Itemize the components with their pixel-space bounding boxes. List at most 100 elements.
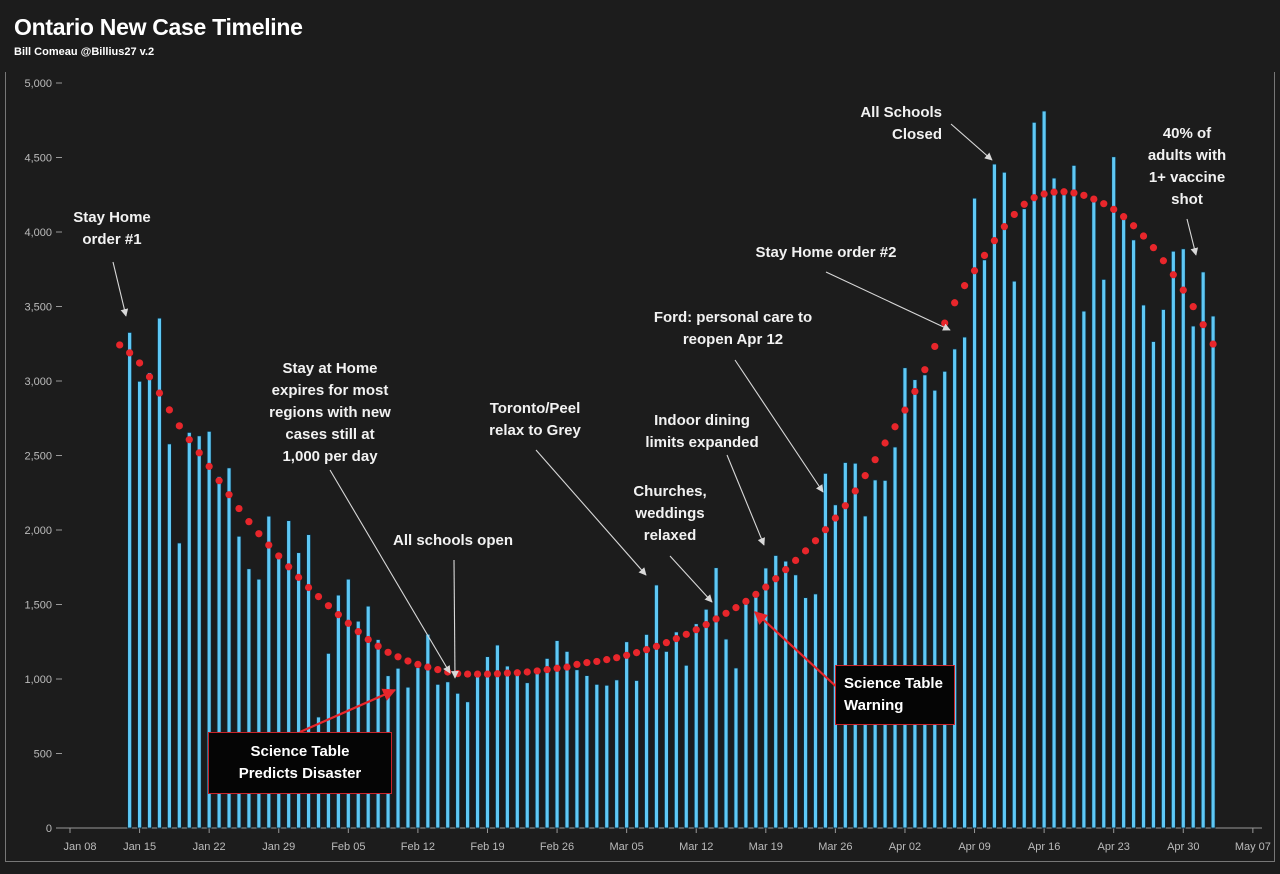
bar-daily-cases: [793, 574, 799, 829]
bar-daily-cases: [1190, 325, 1196, 829]
dot-7day-average: [1159, 257, 1167, 265]
annotation-toronto-peel: Toronto/Peel relax to Grey: [489, 398, 581, 442]
bar-daily-cases: [534, 670, 540, 829]
bar-daily-cases: [206, 430, 212, 829]
bar-daily-cases: [1061, 194, 1067, 829]
dot-7day-average: [384, 648, 392, 656]
bar-daily-cases: [1101, 278, 1107, 829]
dot-7day-average: [533, 667, 541, 675]
annotation-line: Stay Home order #2: [755, 244, 897, 261]
dot-7day-average: [841, 502, 849, 510]
annotation-line: All schools open: [392, 532, 514, 549]
bar-daily-cases: [614, 679, 620, 829]
dot-7day-average: [573, 660, 581, 668]
annotation-line: Stay at Home: [282, 360, 378, 377]
dot-7day-average: [314, 593, 323, 601]
x-tick-label: Apr 23: [1097, 841, 1129, 853]
dot-7day-average: [1120, 213, 1128, 221]
bar-daily-cases: [723, 638, 729, 829]
annotation-churches: Churches, weddings relaxed: [633, 481, 706, 547]
bar-daily-cases: [574, 669, 580, 829]
bar-daily-cases: [445, 681, 451, 829]
dot-7day-average: [1110, 205, 1118, 213]
annotation-arrow: [112, 261, 129, 317]
dot-7day-average: [762, 583, 770, 591]
dot-7day-average: [493, 670, 502, 678]
annotation-line: reopen Apr 12: [682, 331, 784, 348]
x-tick-label: Mar 26: [818, 841, 852, 853]
x-tick-label: Feb 19: [470, 841, 504, 853]
annotation-arrow: [950, 123, 993, 161]
annotation-arrow: [535, 449, 647, 576]
bar-daily-cases: [216, 476, 222, 829]
bar-daily-cases: [425, 633, 431, 829]
x-tick-label: May 07: [1235, 841, 1271, 853]
dot-7day-average: [116, 341, 124, 349]
annotation-line: shot: [1171, 191, 1203, 208]
y-tick-label: 500: [34, 749, 52, 761]
dot-7day-average: [364, 635, 372, 644]
dot-7day-average: [404, 657, 412, 665]
bar-daily-cases: [992, 163, 997, 829]
bar-daily-cases: [733, 667, 739, 829]
dot-7day-average: [394, 653, 402, 661]
dot-7day-average: [185, 436, 193, 444]
x-tick-label: Apr 16: [1028, 841, 1060, 853]
dot-7day-average: [702, 621, 710, 629]
bar-daily-cases: [673, 631, 679, 829]
dot-7day-average: [652, 642, 661, 650]
dot-7day-average: [921, 366, 929, 374]
dot-7day-average: [1209, 340, 1217, 348]
bar-daily-cases: [912, 379, 918, 829]
bar-daily-cases: [604, 684, 610, 829]
annotation-line: order #1: [82, 231, 142, 248]
bar-daily-cases: [1021, 208, 1027, 829]
dot-7day-average: [165, 406, 173, 414]
dot-7day-average: [742, 597, 750, 605]
x-tick-label: Apr 02: [889, 841, 921, 853]
bar-daily-cases: [196, 435, 202, 829]
bar-daily-cases: [147, 372, 152, 829]
annotation-line: relax to Grey: [489, 422, 581, 439]
bar-daily-cases: [1121, 217, 1127, 829]
bar-daily-cases: [902, 367, 908, 829]
dot-7day-average: [712, 615, 720, 623]
annotation-schools-closed: All Schools Closed: [860, 102, 942, 146]
bar-daily-cases: [693, 623, 699, 829]
chart-subtitle: Bill Comeau @Billius27 v.2: [14, 46, 155, 58]
dot-7day-average: [831, 514, 839, 522]
dot-7day-average: [1179, 286, 1187, 294]
bar-daily-cases: [882, 479, 888, 829]
dot-7day-average: [255, 530, 263, 538]
dot-7day-average: [543, 666, 551, 674]
bar-daily-cases: [624, 641, 630, 829]
annotation-box-science-table-disaster: Science Table Predicts Disaster: [208, 732, 392, 794]
bar-daily-cases: [1161, 309, 1166, 829]
bar-daily-cases: [335, 594, 341, 829]
annotation-arrow: [329, 469, 451, 674]
dot-7day-average: [513, 669, 521, 677]
x-tick-label: Apr 30: [1167, 841, 1199, 853]
dot-7day-average: [1000, 223, 1008, 231]
dot-7day-average: [434, 666, 442, 674]
bar-daily-cases: [1151, 341, 1156, 829]
annotation-line: cases still at: [285, 426, 375, 443]
bar-daily-cases: [644, 634, 649, 829]
bar-daily-cases: [713, 567, 719, 829]
dot-7day-average: [871, 456, 879, 464]
y-tick-label: 1,500: [24, 600, 52, 612]
bar-daily-cases: [306, 534, 311, 829]
dot-7day-average: [304, 583, 313, 592]
dot-7day-average: [126, 349, 134, 357]
dot-7day-average: [732, 604, 740, 612]
dot-7day-average: [225, 491, 233, 499]
bar-daily-cases: [942, 370, 948, 829]
dot-7day-average: [235, 504, 243, 513]
dot-7day-average: [205, 462, 213, 470]
bar-daily-cases: [246, 568, 252, 829]
bar-daily-cases: [753, 596, 759, 829]
annotation-line: relaxed: [643, 527, 697, 544]
annotation-line: adults with: [1147, 147, 1227, 164]
bar-daily-cases: [256, 578, 262, 829]
bar-daily-cases: [654, 584, 659, 829]
